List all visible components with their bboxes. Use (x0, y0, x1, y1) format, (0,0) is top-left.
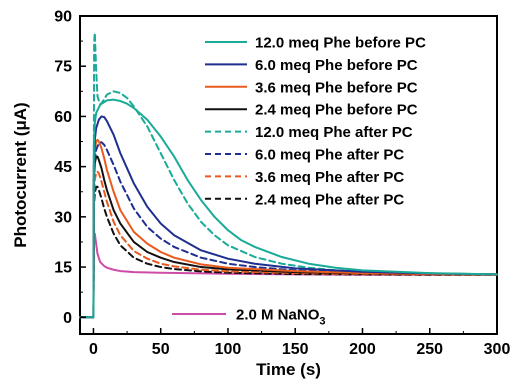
legend-label-7: 2.4 meq Phe after PC (255, 191, 404, 208)
legend-label-6: 3.6 meq Phe after PC (255, 169, 404, 186)
legend-label-2: 3.6 meq Phe before PC (255, 79, 418, 96)
y-tick-label: 75 (54, 59, 72, 76)
series-line-0 (79, 98, 498, 319)
x-axis: 0 50 100 150 200 250 300 (89, 328, 510, 358)
x-tick-label: 250 (416, 341, 443, 358)
y-axis-title-unit: μA (11, 108, 30, 131)
x-tick-label: 50 (152, 341, 170, 358)
series-line-1 (79, 115, 498, 319)
plot-area (79, 15, 498, 335)
x-tick-label: 0 (89, 341, 98, 358)
y-axis-title-suffix: ) (11, 102, 30, 108)
y-tick-label: 45 (54, 159, 72, 176)
y-tick-label: 0 (63, 310, 72, 327)
legend-label-8-subscript: 3 (319, 316, 325, 328)
x-tick-label: 150 (282, 341, 309, 358)
y-tick-label: 90 (54, 9, 72, 26)
x-tick-label: 300 (484, 341, 511, 358)
y-tick-label: 60 (54, 109, 72, 126)
series-line-2 (79, 138, 498, 319)
x-tick-label: 200 (349, 341, 376, 358)
legend-label-8: 2.0 M NaNO3 (236, 307, 325, 328)
series-line-6 (79, 170, 498, 319)
series-layer (79, 31, 498, 319)
x-axis-title: Time (s) (256, 360, 321, 379)
y-axis-title-prefix: Photocurrent ( (11, 130, 30, 247)
legend-label-3: 2.4 meq Phe before PC (255, 102, 418, 119)
legend-label-4: 12.0 meq Phe after PC (255, 124, 413, 141)
x-tick-label: 100 (215, 341, 242, 358)
y-axis-title: Photocurrent (μA) (11, 102, 30, 247)
series-line-7 (79, 185, 498, 319)
series-line-4 (79, 31, 498, 319)
legend-bottom: 2.0 M NaNO3 (172, 307, 325, 328)
legend-top-right: 12.0 meq Phe before PC 6.0 meq Phe before… (205, 35, 426, 208)
plot-frame (79, 15, 498, 335)
y-axis: 0 15 30 45 60 75 90 (54, 9, 86, 327)
y-tick-label: 30 (54, 209, 72, 226)
legend-label-1: 6.0 meq Phe before PC (255, 57, 418, 74)
legend-label-5: 6.0 meq Phe after PC (255, 147, 404, 164)
y-tick-label: 15 (54, 260, 72, 277)
legend-label-8-main: 2.0 M NaNO (236, 307, 320, 324)
series-line-3 (79, 155, 498, 319)
legend-label-0: 12.0 meq Phe before PC (255, 35, 426, 52)
